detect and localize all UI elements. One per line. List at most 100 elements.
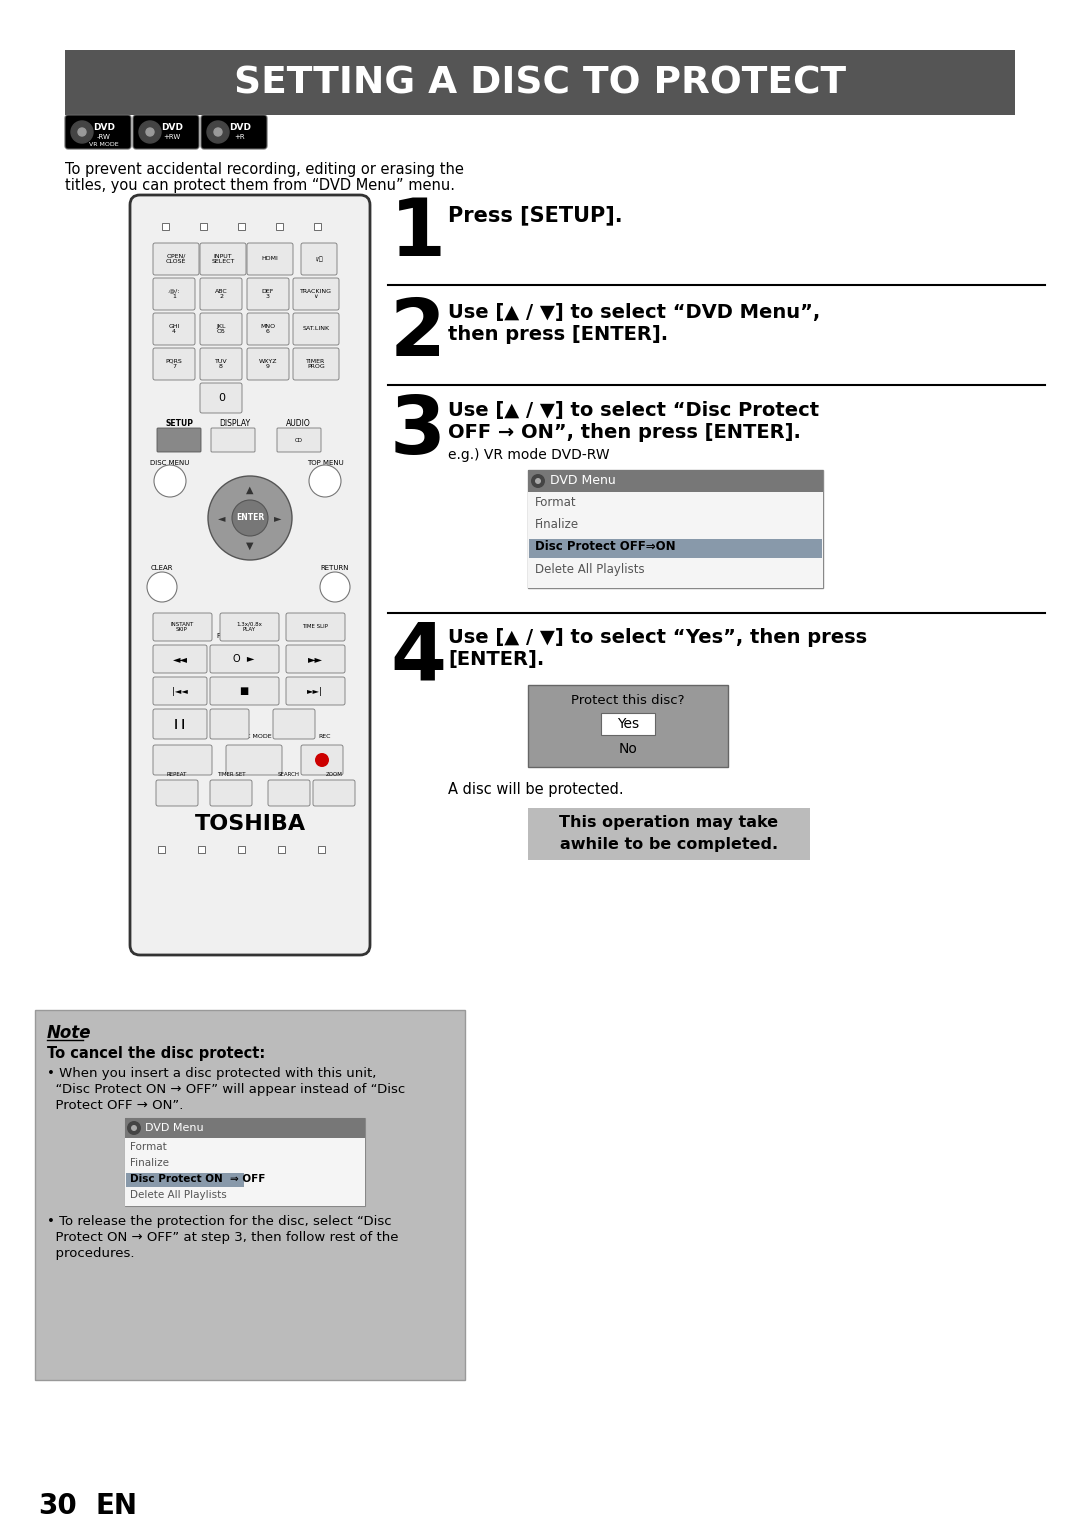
Bar [528, 808, 810, 860]
Text: Finalize: Finalize [535, 519, 579, 531]
FancyBboxPatch shape [247, 348, 289, 380]
Text: • When you insert a disc protected with this unit,: • When you insert a disc protected with … [48, 1067, 376, 1080]
Bar [125, 1118, 365, 1138]
FancyBboxPatch shape [226, 745, 282, 776]
Bar [528, 686, 728, 767]
Text: ▼: ▼ [246, 541, 254, 551]
Text: Finalize: Finalize [130, 1157, 168, 1168]
Text: |◄◄: |◄◄ [172, 687, 188, 695]
Text: ABC
2: ABC 2 [215, 289, 228, 299]
Circle shape [127, 1121, 141, 1135]
FancyBboxPatch shape [286, 676, 345, 705]
Bar [162, 223, 168, 231]
FancyBboxPatch shape [130, 195, 370, 954]
Text: SETUP: SETUP [166, 418, 194, 428]
Text: +R: +R [234, 134, 245, 140]
Text: DEF
3: DEF 3 [261, 289, 274, 299]
Text: I/⏻: I/⏻ [315, 257, 323, 261]
Text: DISPLAY: DISPLAY [219, 418, 251, 428]
FancyBboxPatch shape [286, 612, 345, 641]
Text: This operation may take: This operation may take [559, 815, 779, 831]
Circle shape [315, 753, 329, 767]
Text: PQRS
7: PQRS 7 [165, 359, 183, 370]
Text: GHI
4: GHI 4 [168, 324, 179, 334]
Text: ❙❙: ❙❙ [172, 719, 188, 728]
Text: ►►|: ►►| [307, 687, 323, 695]
FancyBboxPatch shape [247, 243, 293, 275]
Bar [65, 50, 1015, 115]
FancyBboxPatch shape [153, 644, 207, 673]
Text: 4: 4 [390, 620, 446, 698]
Bar [278, 846, 285, 854]
Circle shape [232, 499, 268, 536]
Bar [198, 846, 205, 854]
Text: 3: 3 [390, 392, 446, 470]
Text: ▲: ▲ [246, 486, 254, 495]
Text: VCR: VCR [233, 696, 247, 702]
Text: Note: Note [48, 1025, 92, 1041]
Bar [35, 1009, 465, 1380]
Text: Format: Format [535, 496, 577, 510]
Circle shape [320, 573, 350, 602]
Text: Disc Protect OFF⇒ON: Disc Protect OFF⇒ON [535, 541, 676, 553]
Circle shape [146, 128, 154, 136]
FancyBboxPatch shape [286, 644, 345, 673]
Text: CLEAR: CLEAR [151, 565, 173, 571]
Text: TIMER
PROG: TIMER PROG [307, 359, 326, 370]
FancyBboxPatch shape [200, 383, 242, 412]
Text: DVD: DVD [93, 124, 114, 133]
Text: ZOOM: ZOOM [325, 773, 342, 777]
Text: To prevent accidental recording, editing or erasing the: To prevent accidental recording, editing… [65, 162, 464, 177]
FancyBboxPatch shape [153, 348, 195, 380]
Text: DUBBING: DUBBING [156, 734, 185, 739]
FancyBboxPatch shape [247, 313, 289, 345]
Bar [238, 223, 245, 231]
Bar [529, 539, 822, 557]
Text: Delete All Playlists: Delete All Playlists [130, 1190, 227, 1200]
Text: -RW: -RW [97, 134, 111, 140]
FancyBboxPatch shape [268, 780, 310, 806]
Text: WXYZ
9: WXYZ 9 [259, 359, 278, 370]
Text: Use [▲ / ▼] to select “Disc Protect: Use [▲ / ▼] to select “Disc Protect [448, 402, 819, 420]
Circle shape [71, 121, 93, 144]
Text: PLAY: PLAY [217, 634, 233, 638]
Bar [276, 223, 283, 231]
Text: OFF → ON”, then press [ENTER].: OFF → ON”, then press [ENTER]. [448, 423, 801, 441]
Text: DVD: DVD [161, 124, 183, 133]
Text: procedures.: procedures. [48, 1248, 135, 1260]
Text: PAUSE: PAUSE [156, 696, 177, 702]
FancyBboxPatch shape [153, 313, 195, 345]
FancyBboxPatch shape [200, 278, 242, 310]
FancyBboxPatch shape [210, 644, 279, 673]
FancyBboxPatch shape [200, 243, 246, 275]
Text: REPEAT: REPEAT [166, 773, 187, 777]
Text: No: No [619, 742, 637, 756]
Text: Protect OFF → ON”.: Protect OFF → ON”. [48, 1099, 184, 1112]
Text: ◄: ◄ [218, 513, 226, 524]
Text: DVD Menu: DVD Menu [145, 1122, 204, 1133]
Text: VR MODE: VR MODE [90, 142, 119, 147]
Bar [200, 223, 207, 231]
FancyBboxPatch shape [201, 115, 267, 150]
Text: TIME SLIP: TIME SLIP [302, 625, 328, 629]
Text: To cancel the disc protect:: To cancel the disc protect: [48, 1046, 266, 1061]
Circle shape [309, 466, 341, 496]
Circle shape [531, 473, 545, 489]
Text: ENTER: ENTER [235, 513, 265, 522]
Text: Format: Format [130, 1142, 166, 1151]
Text: TRACKING
∨: TRACKING ∨ [300, 289, 332, 299]
FancyBboxPatch shape [153, 243, 199, 275]
FancyBboxPatch shape [210, 709, 249, 739]
Text: OPEN/
CLOSE: OPEN/ CLOSE [166, 253, 186, 264]
FancyBboxPatch shape [313, 780, 355, 806]
Bar [125, 1118, 365, 1206]
FancyBboxPatch shape [65, 115, 131, 150]
Text: SAT.LINK: SAT.LINK [302, 327, 329, 331]
FancyBboxPatch shape [200, 348, 242, 380]
Text: Use [▲ / ▼] to select “DVD Menu”,: Use [▲ / ▼] to select “DVD Menu”, [448, 302, 820, 322]
FancyBboxPatch shape [273, 709, 315, 739]
Text: DVD: DVD [287, 696, 302, 702]
FancyBboxPatch shape [247, 278, 289, 310]
Text: then press [ENTER].: then press [ENTER]. [448, 325, 669, 344]
Bar [318, 846, 325, 854]
